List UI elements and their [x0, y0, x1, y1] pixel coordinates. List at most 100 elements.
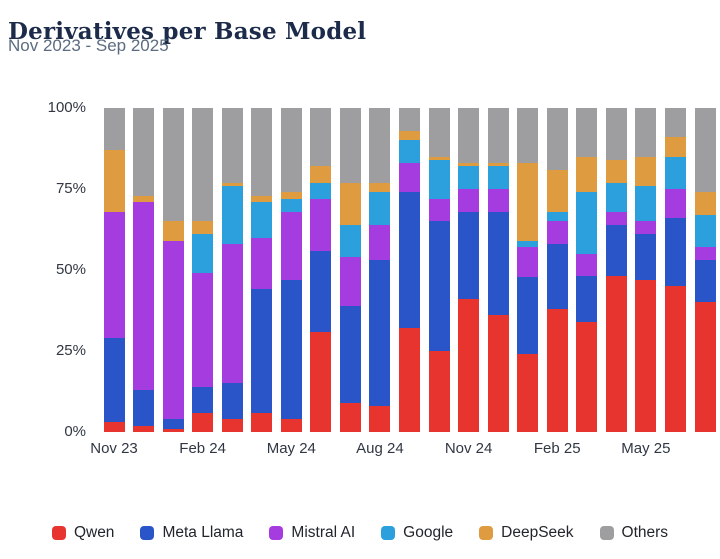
bar-segment-google[interactable]: [694, 214, 716, 248]
bar-segment-meta-llama[interactable]: [428, 221, 450, 351]
bar-segment-mistral-ai[interactable]: [162, 240, 184, 420]
bar-segment-qwen[interactable]: [428, 351, 450, 432]
bar-segment-others[interactable]: [576, 108, 598, 157]
bar-segment-deepseek[interactable]: [310, 166, 332, 183]
bar-segment-qwen[interactable]: [458, 299, 480, 432]
bar-segment-others[interactable]: [339, 108, 361, 183]
bar-segment-mistral-ai[interactable]: [133, 202, 155, 390]
bar-segment-qwen[interactable]: [369, 406, 391, 432]
bar-segment-deepseek[interactable]: [221, 182, 243, 186]
bar-segment-deepseek[interactable]: [428, 156, 450, 160]
bar-segment-others[interactable]: [458, 108, 480, 164]
bar-segment-qwen[interactable]: [339, 402, 361, 432]
bar-segment-google[interactable]: [310, 182, 332, 199]
bar-segment-google[interactable]: [221, 185, 243, 245]
bar-segment-others[interactable]: [428, 108, 450, 157]
bar-segment-google[interactable]: [487, 166, 509, 190]
bar-segment-google[interactable]: [546, 211, 568, 222]
bar-segment-others[interactable]: [635, 108, 657, 157]
bar-segment-deepseek[interactable]: [280, 192, 302, 199]
bar-segment-google[interactable]: [192, 234, 214, 274]
bar-segment-mistral-ai[interactable]: [221, 244, 243, 384]
bar-segment-others[interactable]: [221, 108, 243, 183]
bar-segment-qwen[interactable]: [576, 321, 598, 432]
legend-item-mistral-ai[interactable]: Mistral AI: [269, 524, 355, 542]
bar-segment-others[interactable]: [280, 108, 302, 193]
bar-segment-meta-llama[interactable]: [399, 192, 420, 329]
bar-segment-meta-llama[interactable]: [310, 250, 332, 332]
bar-segment-meta-llama[interactable]: [517, 276, 539, 355]
bar-segment-deepseek[interactable]: [162, 221, 184, 241]
bar-segment-meta-llama[interactable]: [103, 338, 125, 423]
bar-segment-others[interactable]: [694, 108, 716, 193]
bar-segment-qwen[interactable]: [162, 428, 184, 432]
bar-segment-qwen[interactable]: [664, 286, 686, 432]
bar-segment-meta-llama[interactable]: [221, 383, 243, 420]
bar-segment-others[interactable]: [664, 108, 686, 138]
bar-segment-deepseek[interactable]: [694, 192, 716, 215]
legend-item-others[interactable]: Others: [599, 524, 668, 542]
bar-segment-deepseek[interactable]: [103, 150, 125, 212]
bar-segment-meta-llama[interactable]: [605, 224, 627, 277]
bar-segment-google[interactable]: [369, 192, 391, 225]
bar-segment-others[interactable]: [517, 108, 539, 164]
bar-segment-meta-llama[interactable]: [251, 289, 273, 413]
bar-segment-google[interactable]: [399, 140, 420, 164]
bar-segment-meta-llama[interactable]: [458, 211, 480, 300]
bar-segment-mistral-ai[interactable]: [280, 211, 302, 280]
bar-segment-others[interactable]: [369, 108, 391, 183]
bar-segment-google[interactable]: [458, 166, 480, 190]
bar-segment-meta-llama[interactable]: [162, 419, 184, 429]
bar-segment-mistral-ai[interactable]: [428, 198, 450, 222]
bar-segment-deepseek[interactable]: [605, 159, 627, 183]
bar-segment-meta-llama[interactable]: [576, 276, 598, 322]
bar-segment-deepseek[interactable]: [251, 195, 273, 202]
bar-segment-google[interactable]: [517, 240, 539, 248]
legend-item-meta-llama[interactable]: Meta Llama: [140, 524, 243, 542]
bar-segment-qwen[interactable]: [103, 422, 125, 432]
bar-segment-qwen[interactable]: [694, 302, 716, 432]
bar-segment-mistral-ai[interactable]: [458, 189, 480, 212]
bar-segment-mistral-ai[interactable]: [310, 198, 332, 251]
bar-segment-meta-llama[interactable]: [192, 386, 214, 413]
bar-segment-deepseek[interactable]: [339, 182, 361, 225]
bar-segment-qwen[interactable]: [192, 412, 214, 432]
bar-segment-qwen[interactable]: [546, 308, 568, 432]
bar-segment-deepseek[interactable]: [546, 169, 568, 212]
bar-segment-deepseek[interactable]: [369, 182, 391, 193]
bar-segment-mistral-ai[interactable]: [399, 163, 420, 193]
bar-segment-meta-llama[interactable]: [635, 234, 657, 280]
bar-segment-qwen[interactable]: [605, 276, 627, 432]
bar-segment-google[interactable]: [664, 156, 686, 190]
bar-segment-mistral-ai[interactable]: [487, 189, 509, 212]
bar-segment-qwen[interactable]: [133, 425, 155, 432]
bar-segment-others[interactable]: [192, 108, 214, 222]
bar-segment-google[interactable]: [280, 198, 302, 212]
bar-segment-google[interactable]: [605, 182, 627, 212]
bar-segment-qwen[interactable]: [251, 412, 273, 432]
bar-segment-deepseek[interactable]: [458, 163, 480, 167]
bar-segment-mistral-ai[interactable]: [576, 253, 598, 277]
bar-segment-qwen[interactable]: [487, 315, 509, 432]
bar-segment-meta-llama[interactable]: [369, 260, 391, 407]
bar-segment-google[interactable]: [251, 202, 273, 238]
bar-segment-others[interactable]: [133, 108, 155, 196]
bar-segment-deepseek[interactable]: [192, 221, 214, 235]
bar-segment-meta-llama[interactable]: [694, 260, 716, 303]
legend-item-qwen[interactable]: Qwen: [51, 524, 114, 542]
bar-segment-deepseek[interactable]: [635, 156, 657, 186]
bar-segment-meta-llama[interactable]: [133, 389, 155, 426]
bar-segment-mistral-ai[interactable]: [369, 224, 391, 261]
bar-segment-deepseek[interactable]: [399, 130, 420, 141]
bar-segment-google[interactable]: [635, 185, 657, 222]
legend-item-deepseek[interactable]: DeepSeek: [479, 524, 574, 542]
bar-segment-deepseek[interactable]: [664, 137, 686, 157]
bar-segment-mistral-ai[interactable]: [103, 211, 125, 339]
bar-segment-mistral-ai[interactable]: [251, 237, 273, 290]
bar-segment-mistral-ai[interactable]: [605, 211, 627, 225]
bar-segment-mistral-ai[interactable]: [517, 247, 539, 277]
bar-segment-deepseek[interactable]: [576, 156, 598, 193]
bar-segment-qwen[interactable]: [221, 419, 243, 432]
bar-segment-deepseek[interactable]: [487, 163, 509, 167]
bar-segment-mistral-ai[interactable]: [694, 247, 716, 261]
